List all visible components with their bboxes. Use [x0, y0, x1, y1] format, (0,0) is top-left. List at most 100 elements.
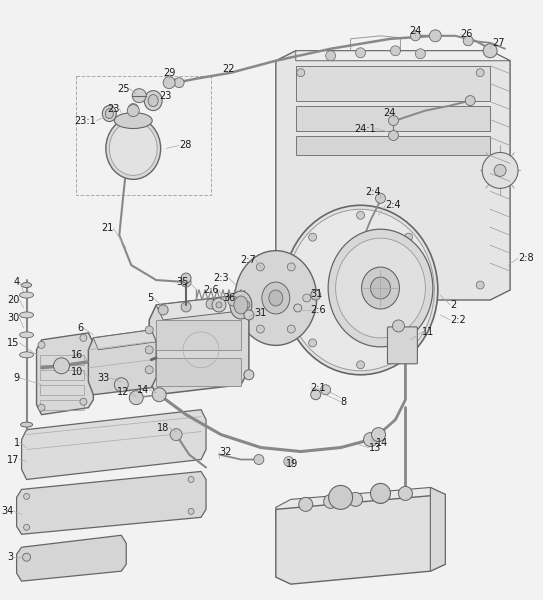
- Text: 31: 31: [311, 289, 323, 299]
- Circle shape: [425, 286, 432, 294]
- Circle shape: [163, 77, 175, 89]
- Text: 35: 35: [176, 277, 189, 287]
- Circle shape: [388, 116, 399, 125]
- Ellipse shape: [106, 118, 161, 179]
- Circle shape: [482, 152, 518, 188]
- Circle shape: [206, 299, 216, 309]
- Circle shape: [415, 49, 425, 59]
- Text: 36: 36: [223, 293, 235, 303]
- Text: 2:8: 2:8: [518, 253, 534, 263]
- Text: 11: 11: [422, 327, 434, 337]
- Circle shape: [127, 104, 139, 116]
- Polygon shape: [276, 51, 510, 300]
- Text: 2: 2: [450, 300, 457, 310]
- Circle shape: [170, 428, 182, 440]
- Ellipse shape: [370, 277, 390, 299]
- Circle shape: [494, 164, 506, 176]
- Circle shape: [38, 404, 45, 411]
- Circle shape: [289, 286, 297, 294]
- Circle shape: [188, 476, 194, 482]
- Circle shape: [405, 233, 413, 241]
- Circle shape: [181, 277, 191, 287]
- Text: 32: 32: [219, 446, 231, 457]
- Text: 24:1: 24:1: [353, 124, 376, 134]
- Circle shape: [356, 48, 365, 58]
- Polygon shape: [276, 487, 445, 529]
- Circle shape: [476, 281, 484, 289]
- Bar: [296, 106, 490, 131]
- Circle shape: [80, 398, 87, 405]
- Ellipse shape: [20, 292, 34, 298]
- Text: 24: 24: [383, 107, 395, 118]
- Ellipse shape: [262, 282, 290, 314]
- Circle shape: [241, 294, 249, 302]
- Ellipse shape: [230, 291, 252, 319]
- Circle shape: [303, 294, 311, 302]
- Circle shape: [145, 366, 153, 374]
- Bar: [296, 136, 490, 155]
- Polygon shape: [22, 410, 206, 479]
- Circle shape: [411, 31, 420, 41]
- Ellipse shape: [235, 251, 317, 346]
- Circle shape: [244, 310, 254, 320]
- Text: 6: 6: [77, 323, 84, 333]
- Circle shape: [158, 305, 168, 315]
- Text: 19: 19: [286, 460, 298, 469]
- Circle shape: [297, 281, 305, 289]
- Circle shape: [242, 301, 250, 309]
- Circle shape: [152, 388, 166, 401]
- Ellipse shape: [115, 113, 152, 128]
- Text: 2:4: 2:4: [386, 200, 401, 210]
- Polygon shape: [17, 535, 127, 581]
- Bar: [40, 355, 84, 365]
- Circle shape: [390, 46, 400, 56]
- Circle shape: [132, 89, 146, 103]
- Circle shape: [324, 494, 338, 508]
- Polygon shape: [296, 51, 510, 61]
- Ellipse shape: [22, 283, 31, 287]
- Circle shape: [115, 378, 128, 392]
- Circle shape: [294, 304, 302, 312]
- Circle shape: [128, 104, 138, 113]
- Polygon shape: [89, 330, 156, 395]
- Text: 5: 5: [147, 293, 153, 303]
- Text: 15: 15: [7, 338, 20, 348]
- Circle shape: [256, 325, 264, 333]
- Circle shape: [54, 358, 70, 374]
- Text: 2:6: 2:6: [311, 305, 326, 315]
- Polygon shape: [149, 295, 249, 395]
- Ellipse shape: [283, 205, 438, 375]
- Text: 9: 9: [14, 373, 20, 383]
- Circle shape: [181, 302, 191, 312]
- Circle shape: [145, 326, 153, 334]
- Ellipse shape: [287, 209, 434, 371]
- Bar: [77, 76, 211, 196]
- Circle shape: [374, 490, 388, 503]
- Text: 23:1: 23:1: [74, 116, 96, 125]
- Circle shape: [256, 263, 264, 271]
- Circle shape: [465, 95, 475, 106]
- Ellipse shape: [328, 229, 433, 347]
- Circle shape: [23, 553, 30, 561]
- Circle shape: [228, 296, 238, 306]
- Text: 1: 1: [14, 437, 20, 448]
- Text: 33: 33: [97, 373, 109, 383]
- Text: 23: 23: [159, 91, 172, 101]
- Text: 24: 24: [409, 26, 421, 36]
- Circle shape: [216, 302, 222, 308]
- Text: 2:3: 2:3: [213, 273, 229, 283]
- Text: 2:6: 2:6: [204, 285, 219, 295]
- Circle shape: [349, 493, 363, 506]
- Polygon shape: [431, 487, 445, 571]
- Circle shape: [463, 36, 473, 46]
- Text: 26: 26: [460, 29, 472, 39]
- Circle shape: [287, 325, 295, 333]
- Polygon shape: [36, 333, 93, 415]
- Text: 4: 4: [14, 277, 20, 287]
- Polygon shape: [276, 494, 445, 584]
- Polygon shape: [93, 330, 156, 350]
- Ellipse shape: [20, 312, 34, 318]
- Bar: [296, 66, 490, 101]
- Circle shape: [476, 69, 484, 77]
- Text: 8: 8: [340, 397, 347, 407]
